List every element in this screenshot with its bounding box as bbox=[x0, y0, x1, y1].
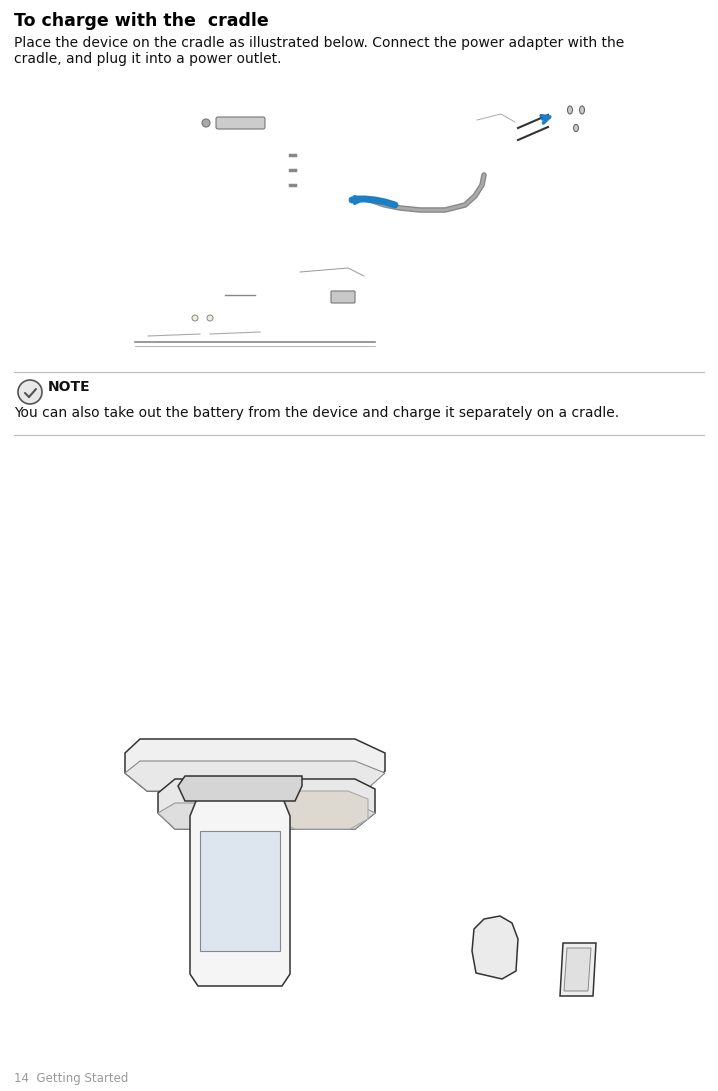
Polygon shape bbox=[340, 808, 362, 820]
Polygon shape bbox=[125, 739, 385, 791]
Polygon shape bbox=[278, 791, 368, 829]
Circle shape bbox=[207, 315, 213, 321]
Text: You can also take out the battery from the device and charge it separately on a : You can also take out the battery from t… bbox=[14, 406, 619, 420]
Text: 14  Getting Started: 14 Getting Started bbox=[14, 1072, 129, 1086]
Polygon shape bbox=[564, 948, 591, 991]
Polygon shape bbox=[190, 796, 290, 986]
Ellipse shape bbox=[579, 106, 584, 113]
Circle shape bbox=[18, 380, 42, 404]
FancyBboxPatch shape bbox=[216, 117, 265, 129]
Text: To charge with the  cradle: To charge with the cradle bbox=[14, 12, 269, 29]
Text: Place the device on the cradle as illustrated below. Connect the power adapter w: Place the device on the cradle as illust… bbox=[14, 36, 624, 50]
FancyBboxPatch shape bbox=[331, 291, 355, 303]
Polygon shape bbox=[472, 916, 518, 979]
Polygon shape bbox=[560, 943, 596, 996]
Circle shape bbox=[192, 315, 198, 321]
Polygon shape bbox=[200, 831, 280, 951]
Polygon shape bbox=[125, 762, 385, 791]
Polygon shape bbox=[208, 783, 285, 801]
Polygon shape bbox=[158, 803, 375, 829]
Ellipse shape bbox=[567, 106, 572, 113]
Circle shape bbox=[202, 119, 210, 127]
Ellipse shape bbox=[574, 124, 579, 132]
Text: NOTE: NOTE bbox=[48, 380, 90, 394]
Polygon shape bbox=[158, 779, 375, 829]
Polygon shape bbox=[178, 776, 302, 801]
Text: cradle, and plug it into a power outlet.: cradle, and plug it into a power outlet. bbox=[14, 52, 281, 65]
